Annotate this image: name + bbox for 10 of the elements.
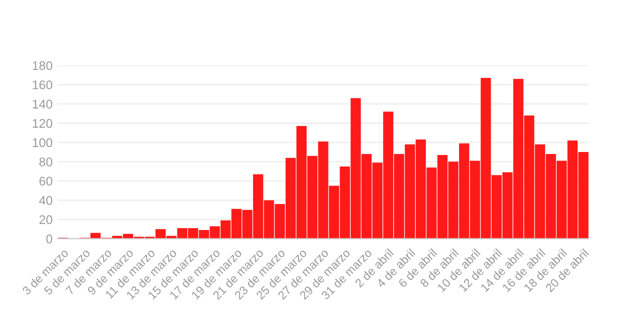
- y-tick-label: 100: [32, 138, 52, 148]
- y-tick-label: 40: [39, 196, 52, 205]
- y-tick-label: 0: [46, 234, 52, 244]
- y-tick-label: 180: [32, 61, 52, 70]
- y-tick-label: 140: [32, 100, 52, 109]
- y-tick-label: 160: [32, 80, 52, 90]
- y-tick-label: 60: [39, 176, 52, 186]
- y-tick-label: 120: [32, 118, 52, 128]
- y-tick-label: 20: [39, 215, 52, 224]
- y-tick-label: 80: [39, 157, 52, 166]
